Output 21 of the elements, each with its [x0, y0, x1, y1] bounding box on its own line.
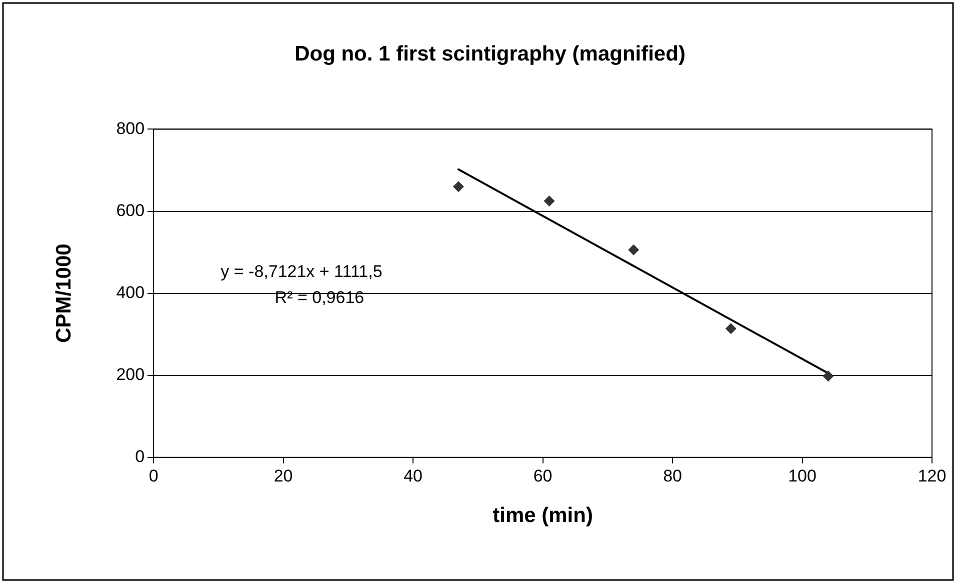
y-axis-title: CPM/1000 — [52, 244, 76, 343]
y-tick-label: 0 — [135, 447, 145, 466]
y-tick-label: 600 — [116, 200, 145, 220]
x-axis-title: time (min) — [492, 504, 593, 528]
x-tick-label: 60 — [533, 466, 552, 486]
annotation: y = -8,7121x + 1111,5 — [220, 262, 382, 282]
y-tick-label: 800 — [116, 118, 145, 138]
point — [452, 181, 464, 192]
chart-title: Dog no. 1 first scintigraphy (magnified) — [294, 42, 686, 66]
y-tick-label: 200 — [116, 365, 145, 384]
point — [544, 195, 555, 206]
point — [628, 244, 640, 256]
x-tick-label: 120 — [918, 466, 946, 486]
x-tick-label: 0 — [148, 466, 158, 486]
x-tick-label: 20 — [274, 466, 293, 486]
x-tick-label: 100 — [788, 466, 816, 486]
point — [822, 370, 834, 382]
x-tick-label: 80 — [663, 466, 682, 486]
x-tick-label: 40 — [404, 466, 423, 486]
point — [725, 323, 736, 334]
y-tick-label: 400 — [116, 282, 145, 302]
